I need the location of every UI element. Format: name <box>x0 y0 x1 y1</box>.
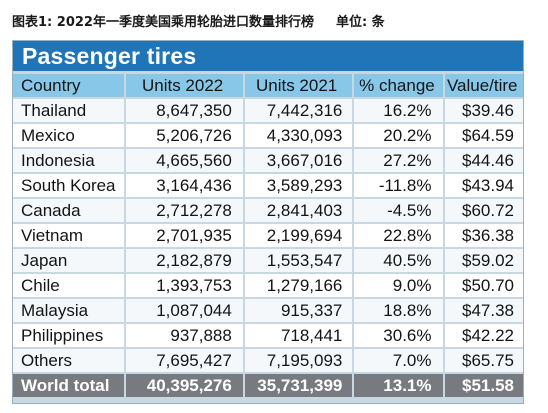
table-row: Vietnam 2,701,935 2,199,694 22.8% $36.38 <box>13 224 523 247</box>
country-cell: Malaysia <box>13 299 125 322</box>
units-2022-cell: 4,665,560 <box>124 149 243 172</box>
total-value-per-tire: $51.58 <box>443 374 523 397</box>
change-cell: 9.0% <box>352 274 444 297</box>
change-cell: 22.8% <box>352 224 444 247</box>
figure-caption: 图表1: 2022年一季度美国乘用轮胎进口数量排行榜 单位: 条 <box>12 11 385 30</box>
total-label: World total <box>13 374 125 397</box>
units-2022-cell: 2,701,935 <box>124 224 243 247</box>
country-cell: Philippines <box>13 324 125 347</box>
table-row: Philippines 937,888 718,441 30.6% $42.22 <box>13 324 523 347</box>
units-2021-cell: 3,589,293 <box>242 174 353 197</box>
table-row: Thailand 8,647,350 7,442,316 16.2% $39.46 <box>13 99 523 122</box>
units-2021-cell: 915,337 <box>242 299 353 322</box>
units-2021-cell: 1,553,547 <box>242 249 353 272</box>
column-header-change: % change <box>352 74 444 97</box>
total-units-2021: 35,731,399 <box>242 374 353 397</box>
total-row: World total 40,395,276 35,731,399 13.1% … <box>13 374 523 397</box>
table-row: Mexico 5,206,726 4,330,093 20.2% $64.59 <box>13 124 523 147</box>
country-cell: Canada <box>13 199 125 222</box>
units-2022-cell: 2,182,879 <box>124 249 243 272</box>
value-per-tire-cell: $50.70 <box>443 274 523 297</box>
value-per-tire-cell: $65.75 <box>443 349 523 372</box>
column-header-value-per-tire: Value/tire <box>443 74 523 97</box>
units-2021-cell: 1,279,166 <box>242 274 353 297</box>
passenger-tires-table: Country Units 2022 Units 2021 % change V… <box>13 72 523 399</box>
table-row: Canada 2,712,278 2,841,403 -4.5% $60.72 <box>13 199 523 222</box>
units-2022-cell: 7,695,427 <box>124 349 243 372</box>
column-header-country: Country <box>13 74 125 97</box>
table-row: Chile 1,393,753 1,279,166 9.0% $50.70 <box>13 274 523 297</box>
units-2021-cell: 2,199,694 <box>242 224 353 247</box>
value-per-tire-cell: $39.46 <box>443 99 523 122</box>
total-units-2022: 40,395,276 <box>124 374 243 397</box>
country-cell: South Korea <box>13 174 125 197</box>
tire-table-panel: Passenger tires Country Units 2022 Units… <box>12 40 524 404</box>
country-cell: Japan <box>13 249 125 272</box>
units-2022-cell: 937,888 <box>124 324 243 347</box>
caption-unit: 单位: 条 <box>335 15 385 30</box>
header-row: Country Units 2022 Units 2021 % change V… <box>13 74 523 97</box>
country-cell: Mexico <box>13 124 125 147</box>
country-cell: Thailand <box>13 99 125 122</box>
table-row: Japan 2,182,879 1,553,547 40.5% $59.02 <box>13 249 523 272</box>
value-per-tire-cell: $43.94 <box>443 174 523 197</box>
change-cell: -4.5% <box>352 199 444 222</box>
units-2022-cell: 1,393,753 <box>124 274 243 297</box>
value-per-tire-cell: $44.46 <box>443 149 523 172</box>
change-cell: 7.0% <box>352 349 444 372</box>
country-cell: Vietnam <box>13 224 125 247</box>
units-2021-cell: 2,841,403 <box>242 199 353 222</box>
value-per-tire-cell: $47.38 <box>443 299 523 322</box>
units-2022-cell: 8,647,350 <box>124 99 243 122</box>
table-row: Others 7,695,427 7,195,093 7.0% $65.75 <box>13 349 523 372</box>
units-2022-cell: 3,164,436 <box>124 174 243 197</box>
units-2022-cell: 1,087,044 <box>124 299 243 322</box>
units-2021-cell: 4,330,093 <box>242 124 353 147</box>
units-2021-cell: 7,442,316 <box>242 99 353 122</box>
units-2021-cell: 7,195,093 <box>242 349 353 372</box>
units-2022-cell: 5,206,726 <box>124 124 243 147</box>
country-cell: Indonesia <box>13 149 125 172</box>
table-banner: Passenger tires <box>13 41 523 71</box>
value-per-tire-cell: $64.59 <box>443 124 523 147</box>
change-cell: 30.6% <box>352 324 444 347</box>
change-cell: 18.8% <box>352 299 444 322</box>
table-row: South Korea 3,164,436 3,589,293 -11.8% $43.9… <box>13 174 523 197</box>
table-row: Indonesia 4,665,560 3,667,016 27.2% $44.46 <box>13 149 523 172</box>
change-cell: 40.5% <box>352 249 444 272</box>
value-per-tire-cell: $60.72 <box>443 199 523 222</box>
value-per-tire-cell: $36.38 <box>443 224 523 247</box>
value-per-tire-cell: $59.02 <box>443 249 523 272</box>
column-header-units-2022: Units 2022 <box>124 74 243 97</box>
change-cell: -11.8% <box>352 174 444 197</box>
country-cell: Others <box>13 349 125 372</box>
caption-title: 图表1: 2022年一季度美国乘用轮胎进口数量排行榜 <box>12 15 314 30</box>
units-2021-cell: 3,667,016 <box>242 149 353 172</box>
change-cell: 20.2% <box>352 124 444 147</box>
change-cell: 16.2% <box>352 99 444 122</box>
units-2021-cell: 718,441 <box>242 324 353 347</box>
country-cell: Chile <box>13 274 125 297</box>
units-2022-cell: 2,712,278 <box>124 199 243 222</box>
value-per-tire-cell: $42.22 <box>443 324 523 347</box>
table-body: Thailand 8,647,350 7,442,316 16.2% $39.46 Mex… <box>13 99 523 372</box>
table-row: Malaysia 1,087,044 915,337 18.8% $47.38 <box>13 299 523 322</box>
column-header-units-2021: Units 2021 <box>242 74 353 97</box>
total-change: 13.1% <box>352 374 444 397</box>
change-cell: 27.2% <box>352 149 444 172</box>
